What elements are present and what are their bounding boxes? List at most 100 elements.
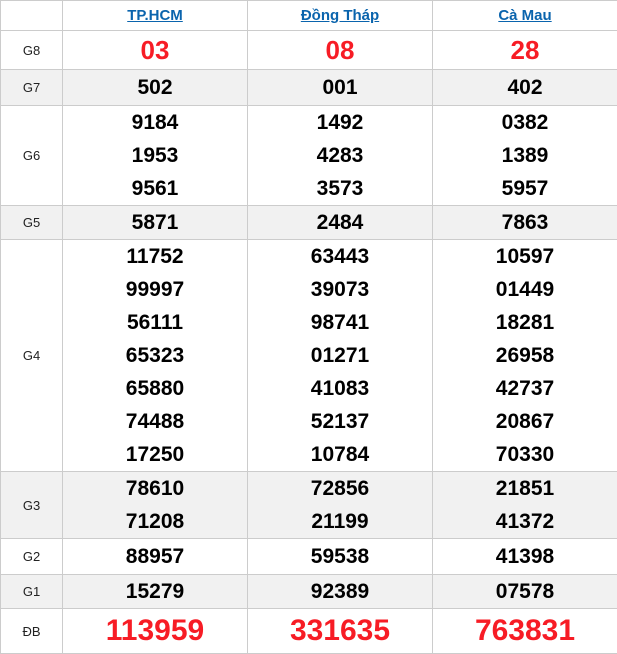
- header-cell-dongthap: Đồng Tháp: [248, 1, 433, 31]
- result-number: 331635: [248, 609, 432, 653]
- result-number: 1953: [63, 139, 247, 172]
- prize-label-g5: G5: [1, 206, 63, 240]
- result-number: 42737: [433, 372, 617, 405]
- result-number: 5957: [433, 172, 617, 205]
- prize-label-g3: G3: [1, 472, 63, 539]
- prize-label-g8: G8: [1, 31, 63, 70]
- result-number: 56111: [63, 306, 247, 339]
- result-number: 63443: [248, 240, 432, 273]
- result-number: 11752: [63, 240, 247, 273]
- result-cell-g1-camau: 07578: [433, 575, 617, 609]
- result-number: 10597: [433, 240, 617, 273]
- result-number: 70330: [433, 438, 617, 471]
- result-number: 10784: [248, 438, 432, 471]
- result-number: 08: [248, 31, 432, 69]
- prize-label-g1: G1: [1, 575, 63, 609]
- result-number: 1492: [248, 106, 432, 139]
- result-number: 26958: [433, 339, 617, 372]
- result-number: 71208: [63, 505, 247, 538]
- result-cell-g1-dongthap: 92389: [248, 575, 433, 609]
- result-number: 41398: [433, 540, 617, 573]
- result-number: 3573: [248, 172, 432, 205]
- result-number: 1389: [433, 139, 617, 172]
- result-number: 15279: [63, 575, 247, 608]
- result-cell-g5-dongthap: 2484: [248, 206, 433, 240]
- result-number: 07578: [433, 575, 617, 608]
- result-cell-g2-tphcm: 88957: [63, 539, 248, 575]
- result-number: 502: [63, 71, 247, 104]
- result-number: 39073: [248, 273, 432, 306]
- result-number: 52137: [248, 405, 432, 438]
- result-number: 001: [248, 71, 432, 104]
- province-link-camau[interactable]: Cà Mau: [498, 7, 551, 24]
- result-number: 113959: [63, 609, 247, 653]
- result-number: 88957: [63, 540, 247, 573]
- result-number: 2484: [248, 206, 432, 239]
- result-number: 17250: [63, 438, 247, 471]
- result-number: 98741: [248, 306, 432, 339]
- result-number: 01271: [248, 339, 432, 372]
- result-number: 59538: [248, 540, 432, 573]
- result-number: 20867: [433, 405, 617, 438]
- result-cell-g8-dongthap: 08: [248, 31, 433, 70]
- result-number: 28: [433, 31, 617, 69]
- province-link-dongthap[interactable]: Đồng Tháp: [301, 7, 379, 24]
- result-cell-g7-camau: 402: [433, 70, 617, 106]
- result-cell-g8-tphcm: 03: [63, 31, 248, 70]
- result-number: 41083: [248, 372, 432, 405]
- result-number: 72856: [248, 472, 432, 505]
- result-number: 99997: [63, 273, 247, 306]
- result-cell-g5-camau: 7863: [433, 206, 617, 240]
- header-cell-tphcm: TP.HCM: [63, 1, 248, 31]
- header-corner-cell: [1, 1, 63, 31]
- result-cell-g1-tphcm: 15279: [63, 575, 248, 609]
- result-number: 7863: [433, 206, 617, 239]
- result-number: 03: [63, 31, 247, 69]
- result-number: 92389: [248, 575, 432, 608]
- result-number: 65880: [63, 372, 247, 405]
- result-cell-g5-tphcm: 5871: [63, 206, 248, 240]
- header-row: TP.HCM Đồng Tháp Cà Mau: [1, 1, 617, 31]
- result-number: 65323: [63, 339, 247, 372]
- province-link-tphcm[interactable]: TP.HCM: [127, 7, 183, 24]
- result-number: 9561: [63, 172, 247, 205]
- result-number: 21199: [248, 505, 432, 538]
- result-number: 5871: [63, 206, 247, 239]
- result-number: 21851: [433, 472, 617, 505]
- result-number: 78610: [63, 472, 247, 505]
- result-number: 0382: [433, 106, 617, 139]
- result-number: 74488: [63, 405, 247, 438]
- result-number: 18281: [433, 306, 617, 339]
- result-number: 763831: [433, 609, 617, 653]
- header-cell-camau: Cà Mau: [433, 1, 617, 31]
- prize-label-g7: G7: [1, 70, 63, 106]
- result-cell-g7-tphcm: 502: [63, 70, 248, 106]
- result-number: 4283: [248, 139, 432, 172]
- prize-label-g6: G6: [1, 106, 63, 206]
- result-cell-g8-camau: 28: [433, 31, 617, 70]
- result-number: 01449: [433, 273, 617, 306]
- result-number: 41372: [433, 505, 617, 538]
- result-cell-g2-dongthap: 59538: [248, 539, 433, 575]
- result-cell-g2-camau: 41398: [433, 539, 617, 575]
- prize-label-g4: G4: [1, 240, 63, 472]
